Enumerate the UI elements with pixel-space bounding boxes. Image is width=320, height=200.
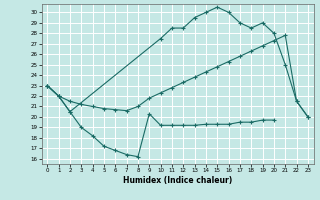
X-axis label: Humidex (Indice chaleur): Humidex (Indice chaleur) (123, 176, 232, 185)
